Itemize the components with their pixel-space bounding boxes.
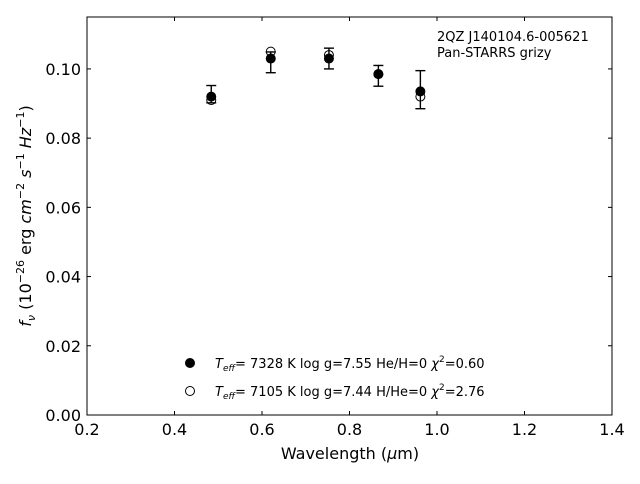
legend-marker-filled	[185, 358, 195, 368]
x-tick-label: 0.6	[249, 420, 274, 439]
annotation-survey-name: Pan-STARRS grizy	[437, 46, 552, 61]
legend-label-model-2: Teff= 7105 K log g=7.44 H/He=0 χ2=2.76	[215, 383, 485, 402]
data-points	[206, 46, 426, 110]
legend-marker-open	[185, 386, 195, 396]
x-tick-label: 0.2	[74, 420, 99, 439]
x-tick-label: 1.2	[512, 420, 537, 439]
model-point-filled	[206, 91, 217, 102]
y-tick-label: 0.10	[45, 60, 81, 79]
model-point-open	[265, 46, 276, 57]
x-tick-label: 0.4	[162, 420, 187, 439]
x-tick-label: 1.4	[599, 420, 624, 439]
axis-ticks: 0.2 0.4 0.6 0.8 1.0 1.2 1.4 0.00 0.02 0.04 0.06 0.0…	[45, 17, 625, 439]
y-axis-label: fν (10−26 erg cm−2 s−1 Hz−1)	[14, 105, 38, 326]
legend-label-model-1: Teff= 7328 K log g=7.55 He/H=0 χ2=0.60	[215, 355, 485, 374]
legend: Teff= 7328 K log g=7.55 He/H=0 χ2=0.60 T…	[185, 355, 485, 402]
model-point-filled	[323, 53, 334, 64]
y-tick-label: 0.06	[45, 198, 81, 217]
x-tick-label: 1.0	[424, 420, 449, 439]
model-point-open	[415, 91, 426, 102]
plot-area-frame	[86, 16, 613, 416]
y-tick-label: 0.00	[45, 406, 81, 425]
x-tick-label: 0.8	[337, 420, 362, 439]
y-tick-label: 0.08	[45, 129, 81, 148]
model-point-open	[206, 95, 217, 106]
annotation-object-name: 2QZ J140104.6-005621	[437, 30, 589, 45]
x-axis-label: Wavelength (μm)	[281, 444, 419, 463]
y-tick-label: 0.02	[45, 337, 81, 356]
model-point-open	[323, 50, 334, 61]
model-point-filled	[415, 86, 426, 97]
y-tick-label: 0.04	[45, 268, 81, 287]
model-point-filled	[265, 53, 276, 64]
model-point-open	[373, 69, 384, 80]
